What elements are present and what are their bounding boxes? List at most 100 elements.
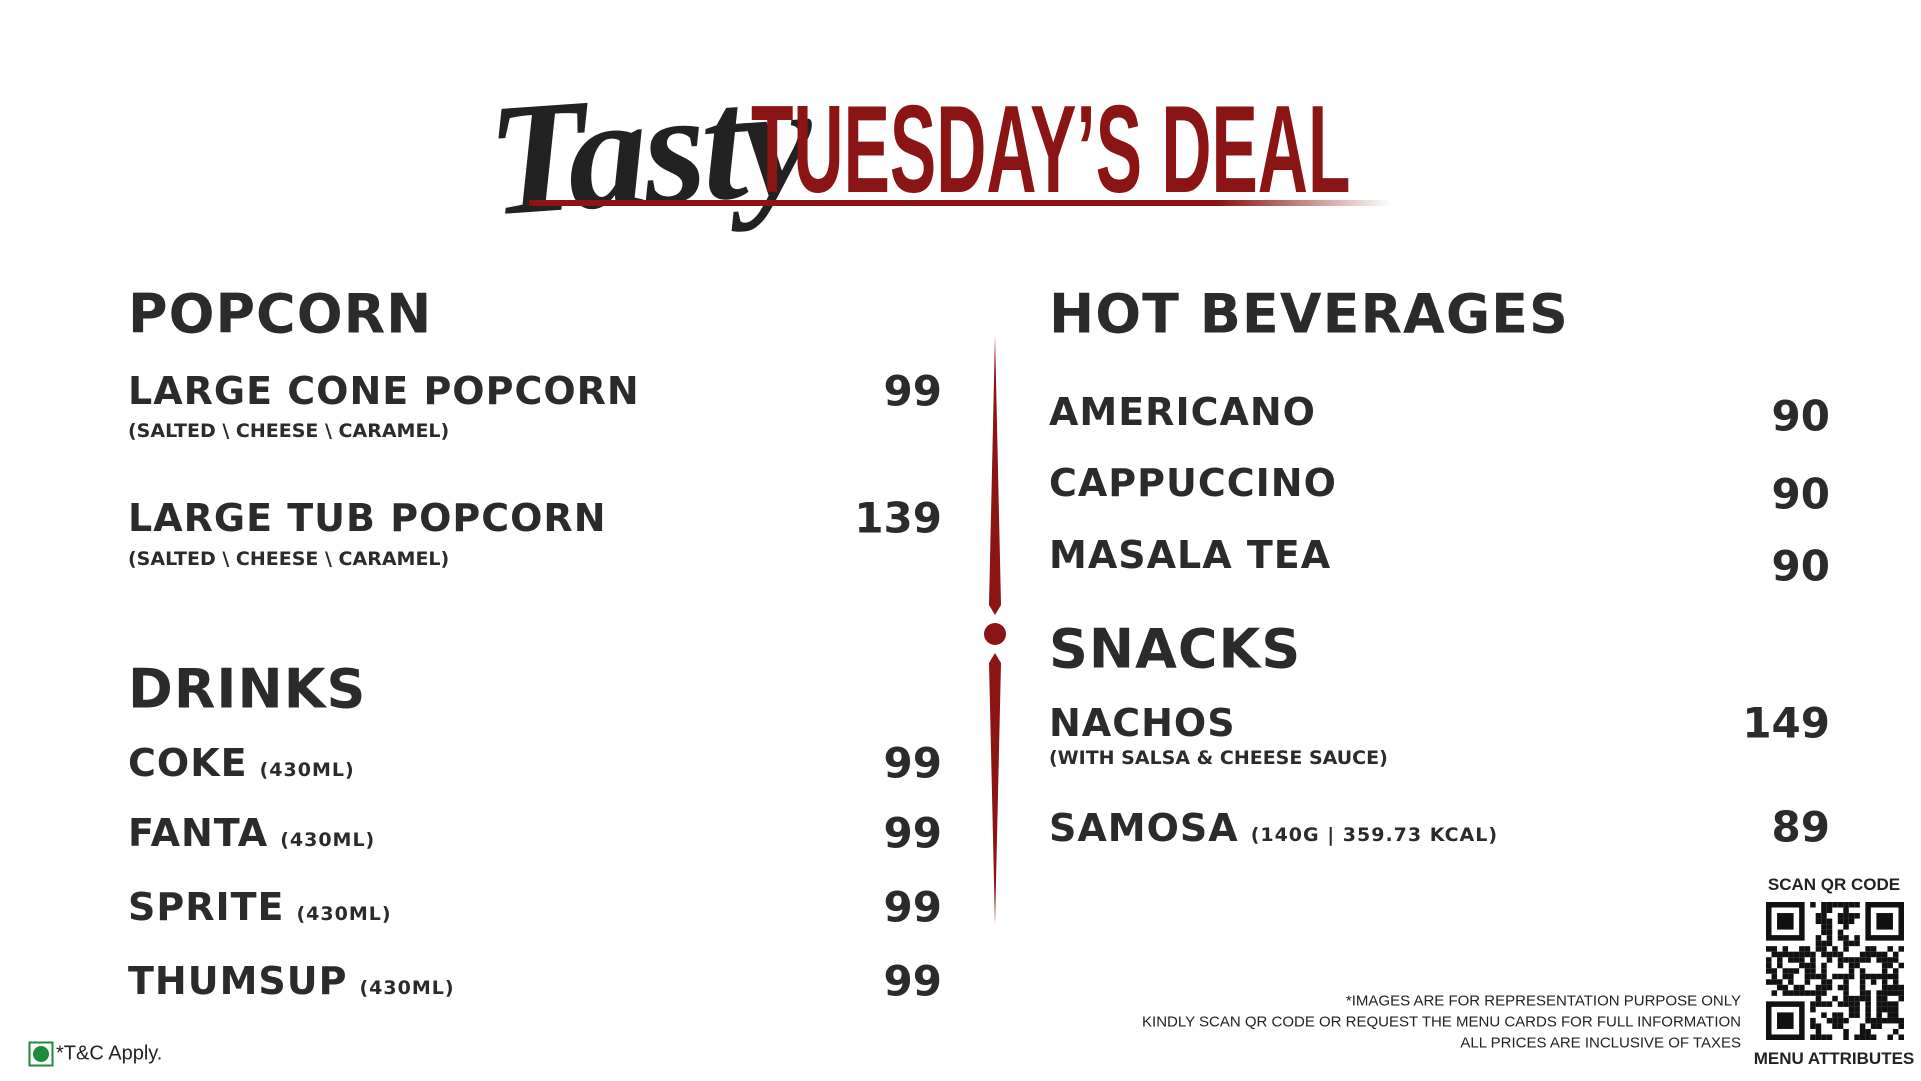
qr-module (1892, 984, 1899, 991)
item-price: 89 (1771, 802, 1830, 852)
item-name-text: MASALA TEA (1049, 533, 1332, 577)
qr-label: SCAN QR CODE (1767, 875, 1901, 894)
qr-module (1793, 990, 1800, 996)
qr-module (1898, 946, 1904, 952)
qr-module (1854, 935, 1860, 941)
item-name-text: CAPPUCCINO (1049, 461, 1337, 505)
qr-module (1771, 990, 1778, 996)
qr-module (1810, 902, 1816, 908)
qr-module (1881, 951, 1888, 958)
item-name: MASALA TEA (1049, 533, 1331, 577)
qr-module (1843, 913, 1849, 919)
item-name-text: LARGE TUB POPCORN (128, 496, 607, 540)
qr-module (1865, 1006, 1871, 1013)
qr-module (1771, 968, 1778, 974)
qr-module (1881, 1017, 1888, 1024)
qr-module (1788, 990, 1794, 996)
qr-module (1843, 946, 1849, 952)
qr-module (1837, 1001, 1844, 1007)
qr-module (1815, 1001, 1822, 1007)
qr-module (1777, 957, 1783, 963)
item-name-text: COKE (128, 741, 248, 785)
qr-module (1843, 979, 1849, 985)
qr-module (1821, 973, 1827, 980)
qr-module (1887, 1006, 1893, 1013)
qr-module (1826, 1034, 1833, 1040)
section-heading: HOT BEVERAGES (1049, 282, 1569, 346)
qr-module (1837, 913, 1844, 919)
qr-module (1843, 907, 1849, 914)
qr-module (1854, 913, 1860, 919)
qr-module (1815, 935, 1822, 941)
qr-module (1870, 946, 1877, 952)
qr-module (1854, 957, 1860, 963)
qr-module (1821, 929, 1827, 936)
qr-module (1848, 1006, 1855, 1013)
qr-module (1898, 1017, 1904, 1024)
qr-module (1892, 1012, 1899, 1018)
qr-module (1821, 940, 1827, 947)
qr-module (1799, 946, 1805, 952)
title-underline (529, 200, 1391, 206)
qr-module (1887, 1012, 1893, 1018)
qr-module (1898, 1023, 1904, 1029)
item-name: THUMSUP (430ML) (128, 959, 455, 1003)
qr-module (1876, 957, 1882, 963)
qr-module (1837, 929, 1844, 936)
qr-module (1821, 968, 1827, 974)
divider (984, 335, 1006, 925)
item-note: (SALTED \ CHEESE \ CARAMEL) (128, 420, 450, 442)
qr-module (1799, 957, 1805, 963)
item-name-text: FANTA (128, 811, 269, 855)
qr-module (1848, 918, 1855, 925)
qr-module (1837, 957, 1844, 963)
qr-module (1826, 907, 1833, 914)
qr-module (1887, 973, 1893, 980)
qr-module (1881, 990, 1888, 996)
item-price: 90 (1771, 469, 1830, 519)
qr-module (1854, 962, 1860, 969)
item-name: LARGE CONE POPCORN (128, 369, 640, 413)
qr-module (1832, 1017, 1838, 1024)
qr-module (1821, 913, 1827, 919)
qr-module (1804, 979, 1811, 985)
qr-module (1892, 990, 1899, 996)
qr-module (1843, 918, 1849, 925)
qr-module (1854, 995, 1860, 1002)
qr-module (1821, 990, 1827, 996)
qr-module (1843, 990, 1849, 996)
qr-module (1810, 990, 1816, 996)
qr-module (1810, 973, 1816, 980)
qr-module (1859, 973, 1866, 980)
veg-icon (28, 1041, 54, 1067)
qr-module (1788, 979, 1794, 985)
qr-module (1815, 946, 1822, 952)
qr-module (1821, 924, 1827, 930)
qr-module (1870, 951, 1877, 958)
qr-module (1876, 1012, 1882, 1018)
item-price: 99 (883, 808, 942, 858)
qr-module (1799, 951, 1805, 958)
title: TUESDAY’S DEAL (751, 81, 1351, 219)
item-note: (430ML) (259, 759, 355, 781)
qr-module (1854, 1034, 1860, 1040)
qr-module (1810, 962, 1816, 969)
qr-module (1898, 995, 1904, 1002)
qr-module (1815, 984, 1822, 991)
qr-module (1865, 1017, 1871, 1024)
qr-module (1837, 984, 1844, 991)
qr-module (1848, 940, 1855, 947)
qr-module (1881, 1001, 1888, 1007)
qr-module (1848, 995, 1855, 1002)
qr-module (1777, 979, 1783, 985)
qr-module (1782, 990, 1789, 996)
qr-module (1771, 973, 1778, 980)
terms: *T&C Apply. (56, 1042, 163, 1065)
qr-module (1837, 918, 1844, 925)
qr-module (1843, 984, 1849, 991)
qr-module (1898, 962, 1904, 969)
qr-module (1881, 962, 1888, 969)
qr-module (1804, 973, 1811, 980)
qr-module (1865, 951, 1871, 958)
